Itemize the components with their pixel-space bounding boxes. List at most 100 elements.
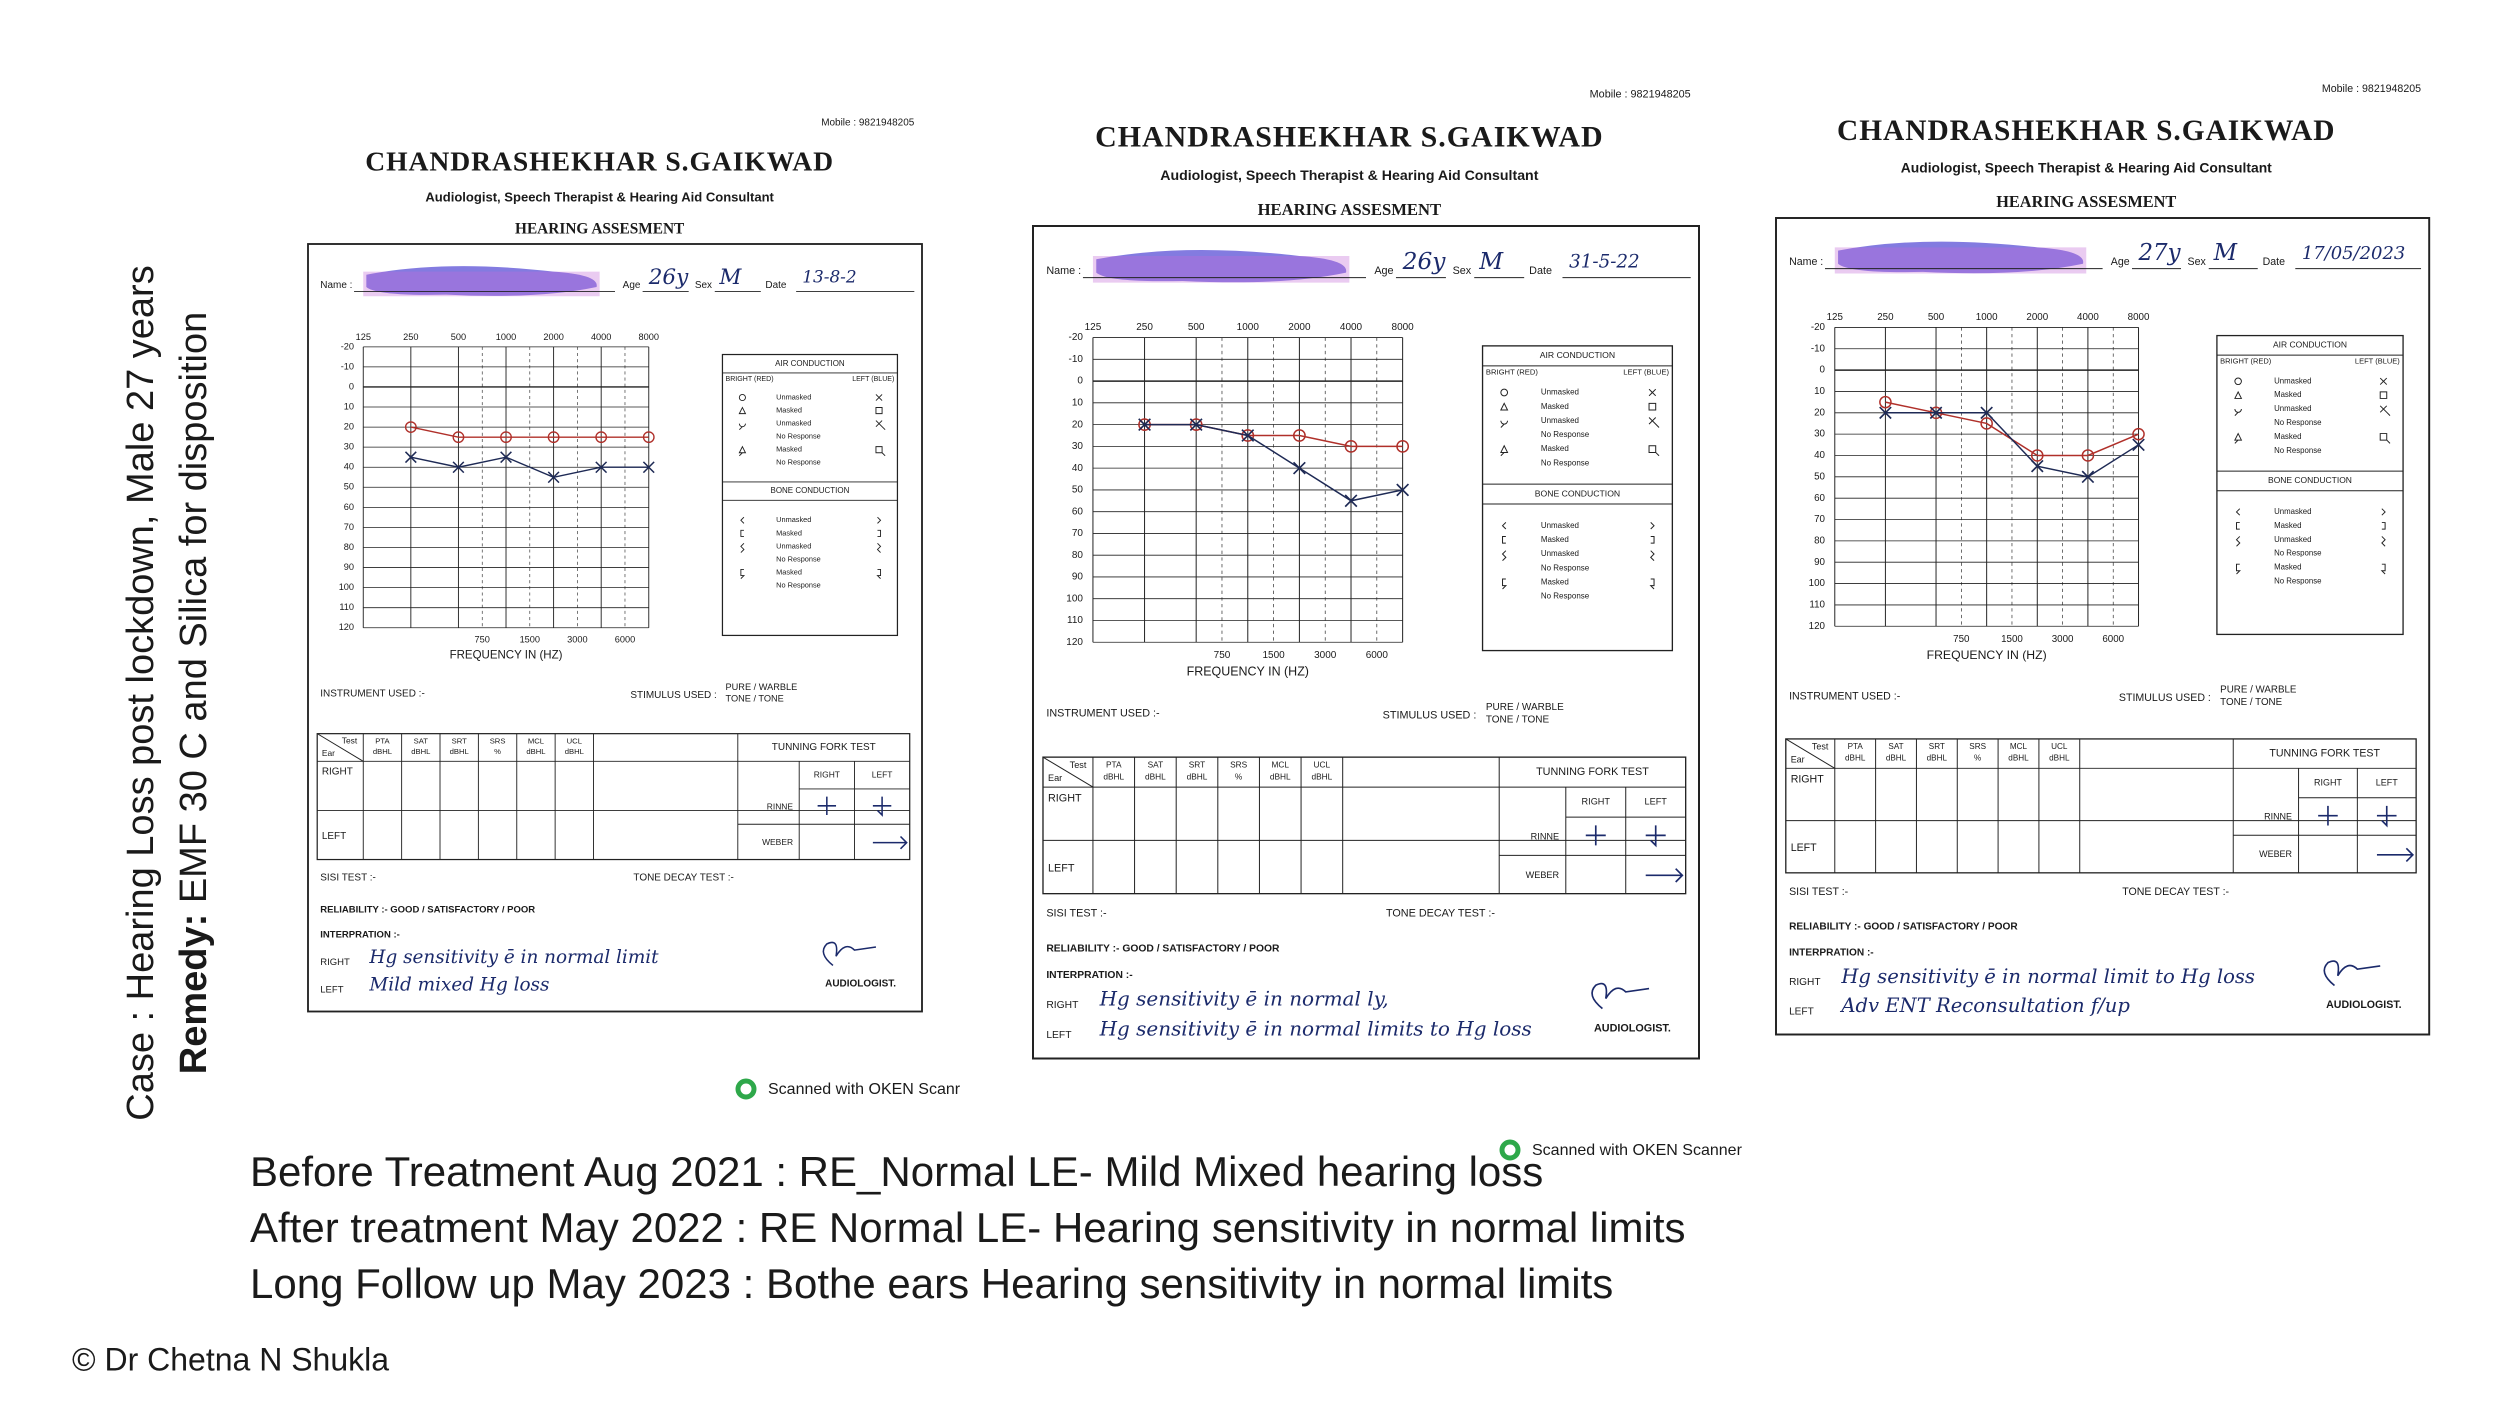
scanner-note: Scanned with OKEN Scanr xyxy=(768,1081,961,1098)
table-row-label: LEFT xyxy=(1048,863,1075,875)
table-row-label: RIGHT xyxy=(1791,774,1825,786)
threshold-line xyxy=(410,426,649,438)
tuning-heading: TUNNING FORK TEST xyxy=(772,742,876,753)
interp-label: RIGHT xyxy=(320,957,350,968)
db-tick-label: -10 xyxy=(1069,354,1084,365)
legend-heading: BONE CONDUCTION xyxy=(1535,488,1620,498)
table-row-label: LEFT xyxy=(1791,842,1817,854)
left-ear-point xyxy=(642,461,655,474)
table-head: Ear xyxy=(322,748,335,758)
table-head: dBHL xyxy=(1187,771,1208,781)
form-heading: HEARING ASSESMENT xyxy=(1258,200,1442,219)
legend-row: Unmasked xyxy=(1541,521,1579,530)
threshold-line xyxy=(410,456,649,478)
signature xyxy=(2323,960,2381,987)
stimulus-label: STIMULUS USED : xyxy=(1383,709,1477,721)
handwritten-mark xyxy=(817,796,908,850)
interpretation-label: INTERPRATION :- xyxy=(320,929,400,940)
handwritten-field: 31-5-22 xyxy=(1569,252,1640,273)
legend-symbol xyxy=(2234,432,2243,444)
reliability: RELIABILITY :- GOOD / SATISFACTORY / POO… xyxy=(1046,943,1280,954)
freq-tick-label: 3000 xyxy=(2052,634,2074,645)
axis-label: FREQUENCY IN (HZ) xyxy=(450,649,563,661)
table-head: dBHL xyxy=(2008,754,2029,763)
name-redaction xyxy=(1096,250,1347,283)
legend-symbol xyxy=(1648,417,1660,428)
db-tick-label: 20 xyxy=(1814,407,1825,418)
assessment-form: Mobile : 9821948205 CHANDRASHEKHAR S.GAIK… xyxy=(1775,83,2431,1036)
results-table xyxy=(1042,756,1687,895)
legend-symbol xyxy=(2234,390,2243,399)
results-table xyxy=(316,733,911,861)
legend-symbol xyxy=(738,394,746,401)
legend-symbol xyxy=(2236,563,2241,575)
mobile: Mobile : 9821948205 xyxy=(2322,83,2421,95)
freq-tick-label: 6000 xyxy=(1366,650,1389,661)
freq-tick-label: 1500 xyxy=(2001,634,2023,645)
handwritten-field: 26y xyxy=(648,265,689,290)
interp-label: LEFT xyxy=(1046,1030,1072,1041)
table-head: % xyxy=(1235,771,1243,781)
legend-row: Masked xyxy=(1541,402,1569,411)
db-tick-label: 50 xyxy=(344,482,354,492)
legend-symbol xyxy=(2379,405,2391,416)
legend-symbol xyxy=(1650,536,1655,544)
tuning-col: RIGHT xyxy=(1582,797,1611,807)
table-head: dBHL xyxy=(1927,754,1948,763)
table-head: dBHL xyxy=(1145,771,1166,781)
legend-sub: BRIGHT (RED) xyxy=(2220,357,2272,366)
tuning-col: RIGHT xyxy=(2314,777,2342,787)
handwritten-note: Hg sensitivity ē in normal limits to Hg … xyxy=(1099,1017,1532,1041)
legend-box xyxy=(1481,345,1674,652)
table-head: Test xyxy=(1070,760,1087,770)
stimulus-option: TONE / TONE xyxy=(2220,697,2282,708)
table-head: dBHL xyxy=(411,747,430,756)
left-ear-point xyxy=(1138,418,1151,432)
legend-row: Masked xyxy=(776,445,802,454)
left-ear-point xyxy=(2030,459,2044,473)
interp-label: LEFT xyxy=(320,985,343,996)
mobile: Mobile : 9821948205 xyxy=(821,117,915,128)
legend-symbol xyxy=(1501,550,1507,562)
legend-sub: LEFT (BLUE) xyxy=(2355,357,2400,366)
freq-tick-label: 250 xyxy=(1136,322,1153,333)
legend-row: No Response xyxy=(1541,430,1590,439)
name-highlight xyxy=(363,271,600,297)
table-diagonal xyxy=(1042,756,1094,788)
handwritten-field: 26y xyxy=(1402,248,1447,275)
field-label: Date xyxy=(1529,265,1552,277)
right-ear-point xyxy=(1241,429,1255,442)
handwritten-field: 27y xyxy=(2138,240,2182,266)
reliability: RELIABILITY :- GOOD / SATISFACTORY / POO… xyxy=(1789,921,2018,932)
instrument-label: INSTRUMENT USED :- xyxy=(1046,708,1160,720)
legend-row: No Response xyxy=(2274,446,2321,455)
form-border xyxy=(1775,217,2431,1036)
legend-row: Unmasked xyxy=(2274,376,2311,385)
handwritten-mark xyxy=(1585,825,1684,883)
tuning-row: WEBER xyxy=(1526,870,1560,880)
audiologist: AUDIOLOGIST. xyxy=(1594,1022,1671,1034)
freq-tick-label: 250 xyxy=(403,332,418,342)
db-tick-label: 110 xyxy=(339,602,354,612)
legend-symbol xyxy=(1649,578,1655,590)
legend-row: Unmasked xyxy=(776,515,811,524)
legend-heading: BONE CONDUCTION xyxy=(2268,475,2352,485)
field-label: Age xyxy=(2111,256,2130,268)
assessment-form: Mobile : 9821948205 CHANDRASHEKHAR S.GAIK… xyxy=(1032,88,1700,1060)
db-tick-label: 60 xyxy=(1814,493,1825,504)
tuning-row: RINNE xyxy=(767,802,794,812)
results-table xyxy=(1785,738,2417,874)
legend-symbol xyxy=(875,446,886,457)
db-tick-label: 70 xyxy=(344,522,354,532)
table-head: Test xyxy=(1812,741,1829,751)
db-tick-label: 60 xyxy=(344,502,354,512)
legend-row: Masked xyxy=(1541,535,1569,544)
legend-heading: AIR CONDUCTION xyxy=(2273,340,2347,350)
left-ear-point xyxy=(1292,461,1306,475)
interp-label: RIGHT xyxy=(1789,977,1820,988)
stimulus-option: PURE / WARBLE xyxy=(1486,702,1564,713)
table-head: dBHL xyxy=(1270,771,1291,781)
mobile: Mobile : 9821948205 xyxy=(1590,88,1691,100)
db-tick-label: 50 xyxy=(1814,471,1825,482)
stimulus-option: TONE / TONE xyxy=(1486,714,1550,725)
